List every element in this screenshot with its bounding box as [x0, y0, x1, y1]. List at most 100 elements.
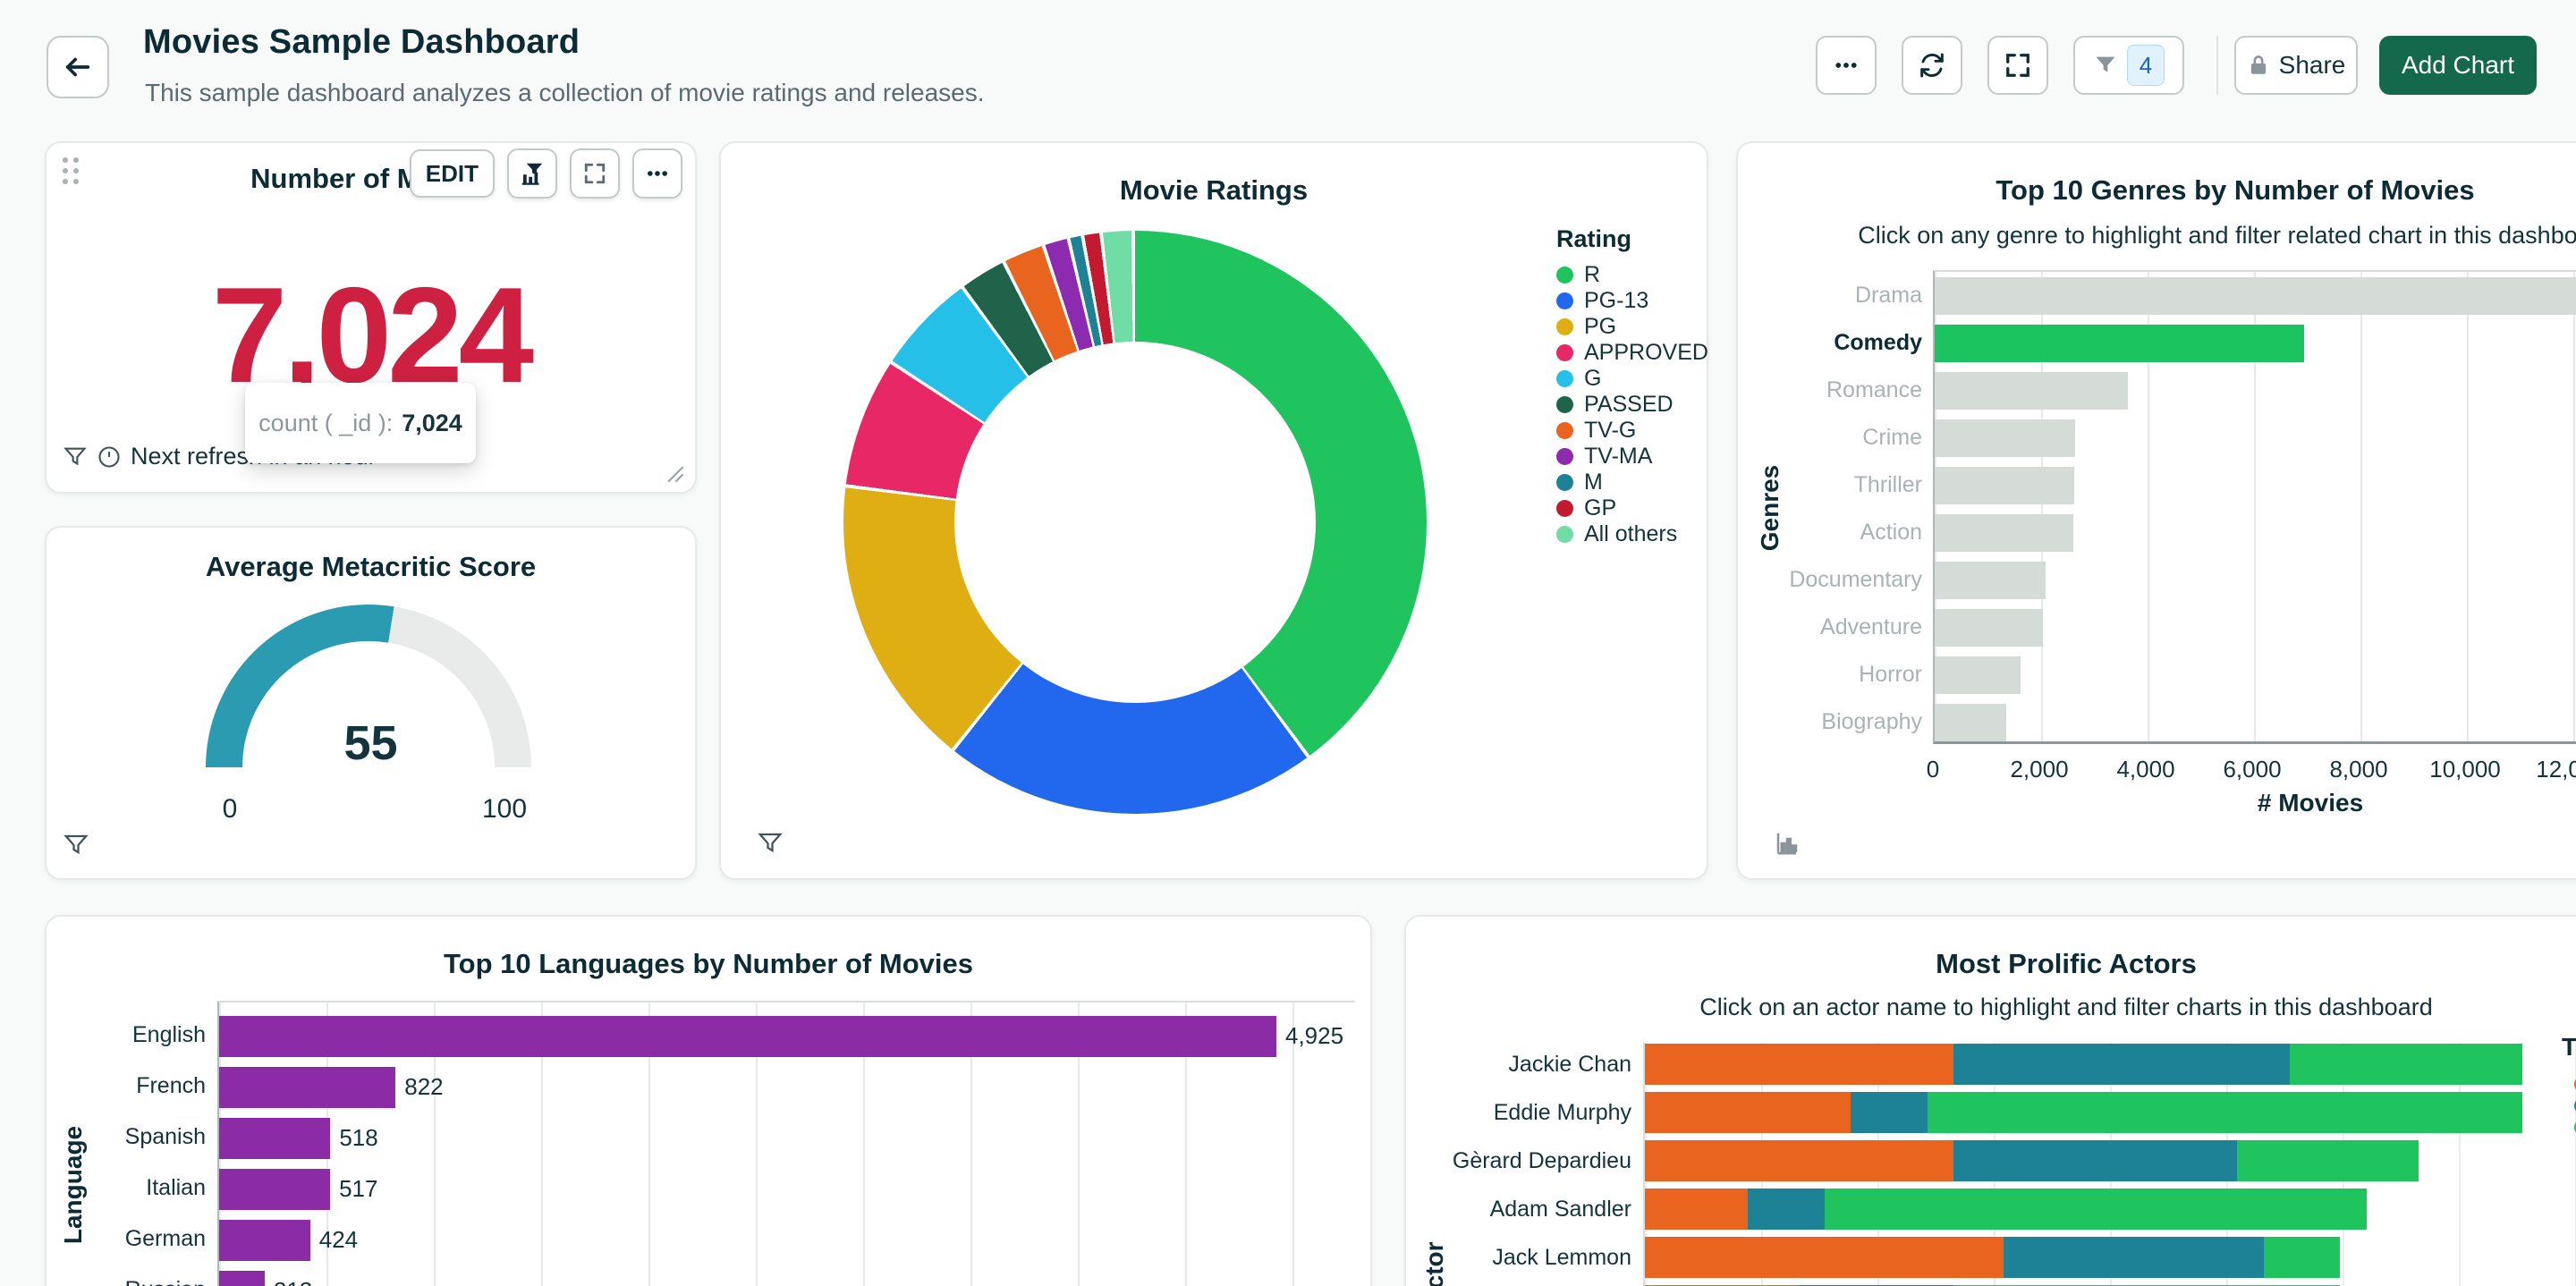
- language-bar-russian[interactable]: [219, 1271, 265, 1286]
- actor-label-jack-lemmon[interactable]: Jack Lemmon: [1492, 1245, 1631, 1270]
- filter-funnel-icon[interactable]: [63, 444, 88, 470]
- legend-label: PG: [1584, 314, 1617, 339]
- actor-bar-segment[interactable]: [1953, 1140, 2237, 1181]
- actor-bar-segment[interactable]: [2264, 1237, 2340, 1278]
- legend-item: PG: [1556, 314, 1708, 340]
- chart-filter-button[interactable]: [507, 148, 557, 199]
- language-bar-spanish[interactable]: [219, 1118, 331, 1159]
- share-button[interactable]: Share: [2234, 36, 2358, 95]
- genres-x-tick: 6,000: [2223, 756, 2282, 783]
- genre-bar-comedy[interactable]: [1935, 324, 2304, 362]
- language-bar-italian[interactable]: [219, 1169, 331, 1210]
- filter-funnel-icon[interactable]: [757, 830, 784, 857]
- header-divider: [2216, 36, 2218, 95]
- genre-bar-adventure[interactable]: [1935, 608, 2044, 647]
- genre-label-documentary[interactable]: Documentary: [1789, 567, 1922, 592]
- genre-label-adventure[interactable]: Adventure: [1820, 614, 1922, 639]
- legend-item: GP: [1556, 495, 1708, 521]
- expand-chart-button[interactable]: [570, 148, 620, 199]
- filters-button[interactable]: 4: [2073, 36, 2184, 95]
- actor-bar-segment[interactable]: [1748, 1189, 1825, 1230]
- genre-label-horror[interactable]: Horror: [1859, 662, 1922, 687]
- actor-label-gèrard-depardieu[interactable]: Gèrard Depardieu: [1452, 1148, 1631, 1173]
- actor-bar-segment[interactable]: [1645, 1189, 1748, 1230]
- lock-icon: [2250, 55, 2266, 74]
- language-label-german: German: [124, 1226, 206, 1251]
- refresh-button[interactable]: [1902, 36, 1962, 95]
- genre-label-crime[interactable]: Crime: [1862, 425, 1922, 450]
- legend-label: GP: [1584, 495, 1617, 520]
- genre-label-comedy[interactable]: Comedy: [1834, 330, 1922, 355]
- ratings-legend: Rating R PG-13 PG APPROVED G PASSED TV-G TV-MA M…: [1556, 225, 1708, 547]
- actor-label-adam-sandler[interactable]: Adam Sandler: [1489, 1197, 1631, 1222]
- actor-bar-segment[interactable]: [1825, 1189, 2367, 1230]
- genre-bar-action[interactable]: [1935, 513, 2073, 552]
- language-label-french: French: [136, 1073, 206, 1098]
- legend-item: APPROVED: [1556, 340, 1708, 366]
- language-value-german: 424: [318, 1226, 359, 1253]
- legend-dot: [1556, 396, 1573, 413]
- genre-bar-horror[interactable]: [1935, 656, 2021, 694]
- card-title: Movie Ratings: [1119, 174, 1309, 206]
- actor-bar-segment[interactable]: [2290, 1044, 2522, 1085]
- actor-bar-segment[interactable]: [1645, 1140, 1953, 1181]
- actor-bar-segment[interactable]: [1645, 1092, 1851, 1133]
- genre-label-drama[interactable]: Drama: [1854, 283, 1922, 308]
- genres-x-tick: 8,000: [2329, 756, 2388, 783]
- dashboard-menu-button[interactable]: [1816, 36, 1877, 95]
- legend-item: R: [1556, 262, 1708, 288]
- resize-handle-icon[interactable]: [665, 463, 684, 483]
- genre-label-thriller[interactable]: Thriller: [1853, 472, 1922, 497]
- language-label-russian: Russian: [47, 1277, 206, 1286]
- add-chart-button[interactable]: Add Chart: [2379, 36, 2537, 95]
- actor-bar-segment[interactable]: [2237, 1140, 2419, 1181]
- language-bar-english[interactable]: [219, 1016, 1276, 1057]
- actor-bar-segment[interactable]: [1645, 1237, 2004, 1278]
- genre-bar-biography[interactable]: [1935, 703, 2007, 741]
- genre-bar-romance[interactable]: [1935, 371, 2128, 410]
- language-bar-german[interactable]: [219, 1220, 310, 1261]
- legend-label: All others: [1584, 521, 1678, 546]
- filter-count-badge: 4: [2127, 45, 2165, 86]
- edit-button[interactable]: EDIT: [409, 149, 495, 198]
- actor-bar-segment[interactable]: [1851, 1092, 1928, 1133]
- top-genres-card: Top 10 Genres by Number of Movies Click …: [1736, 141, 2576, 880]
- genre-label-action[interactable]: Action: [1860, 520, 1922, 545]
- actor-bar-segment[interactable]: [1645, 1044, 1953, 1085]
- genre-bar-drama[interactable]: [1935, 276, 2576, 315]
- languages-y-axis-title: Language: [59, 1125, 87, 1245]
- actor-label-jackie-chan[interactable]: Jackie Chan: [1508, 1052, 1631, 1077]
- actor-bar-segment[interactable]: [1928, 1092, 2522, 1133]
- bar-chart-icon[interactable]: [1774, 830, 1801, 857]
- genre-label-biography[interactable]: Biography: [1821, 709, 1922, 734]
- genres-x-tick: 2,000: [2010, 756, 2069, 783]
- legend-label: M: [1584, 470, 1603, 495]
- genres-y-axis-title: Genres: [1756, 464, 1784, 552]
- genre-bar-thriller[interactable]: [1935, 466, 2074, 504]
- genre-label-romance[interactable]: Romance: [1826, 377, 1922, 402]
- genre-bar-crime[interactable]: [1935, 419, 2076, 457]
- legend-dot: [1556, 292, 1573, 309]
- legend-item: TV-G: [1556, 418, 1708, 444]
- gauge-max-label: 100: [481, 794, 528, 824]
- actor-label-eddie-murphy[interactable]: Eddie Murphy: [1493, 1100, 1631, 1125]
- legend-dot: [1556, 370, 1573, 387]
- add-chart-label: Add Chart: [2401, 51, 2515, 79]
- genre-bar-documentary[interactable]: [1935, 561, 2046, 599]
- actor-bar-segment[interactable]: [1953, 1044, 2290, 1085]
- language-label-italian: Italian: [146, 1175, 206, 1200]
- legend-dot: [1556, 526, 1573, 543]
- actor-bar-segment[interactable]: [2004, 1237, 2264, 1278]
- legend-dot: [1556, 500, 1573, 517]
- back-button[interactable]: [47, 36, 109, 98]
- fullscreen-button[interactable]: [1987, 36, 2048, 95]
- actors-legend: T: [2562, 1033, 2576, 1136]
- chart-menu-button[interactable]: [632, 148, 682, 199]
- filter-funnel-icon[interactable]: [63, 832, 89, 859]
- legend-label: APPROVED: [1584, 340, 1708, 365]
- genres-x-tick: 0: [1926, 756, 1940, 783]
- language-bar-french[interactable]: [219, 1067, 396, 1108]
- drag-handle-icon[interactable]: [63, 157, 82, 188]
- donut-hole: [954, 342, 1316, 703]
